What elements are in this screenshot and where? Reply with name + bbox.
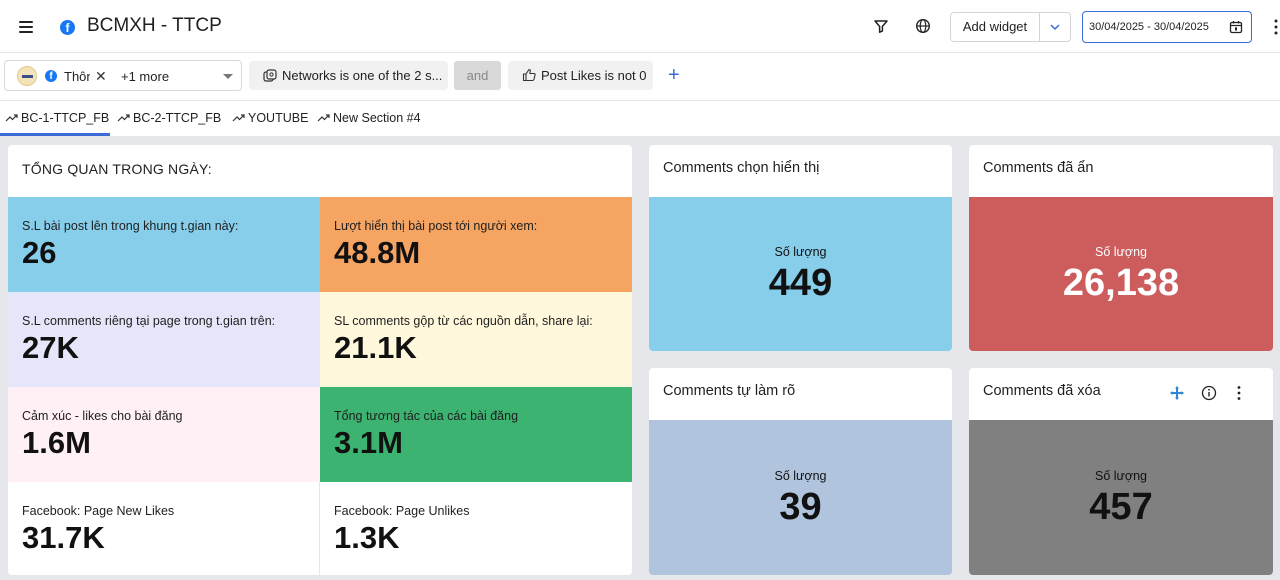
facebook-icon: f: [45, 70, 57, 82]
chevron-down-icon: [1050, 24, 1060, 31]
card-title: Comments tự làm rõ: [663, 383, 796, 399]
cell-label: S.L bài post lên trong khung t.gian này:: [22, 219, 239, 233]
post-likes-filter-chip[interactable]: Post Likes is not 0: [508, 61, 653, 90]
cell-label: Tổng tương tác của các bài đăng: [334, 409, 519, 423]
date-range-picker[interactable]: 30/04/2025 - 30/04/2025: [1082, 11, 1252, 43]
tab-bc-2-ttcp-fb[interactable]: BC-2-TTCP_FB: [117, 111, 221, 125]
card-title: Comments đã ẩn: [983, 160, 1094, 176]
add-filter-button[interactable]: +: [668, 64, 680, 86]
cell-value: 31.7K: [22, 520, 105, 555]
cell-label: Cảm xúc - likes cho bài đăng: [22, 409, 183, 423]
cell-value: 27K: [22, 330, 79, 365]
cell-value: 1.6M: [22, 425, 91, 460]
overview-cell: Facebook: Page Unlikes 1.3K: [320, 482, 632, 575]
and-operator[interactable]: and: [454, 61, 501, 90]
metric-area: Số lượng 39: [649, 420, 952, 575]
info-icon[interactable]: [1201, 385, 1217, 401]
cell-value: 21.1K: [334, 330, 417, 365]
networks-filter-chip[interactable]: Networks is one of the 2 s...: [249, 61, 448, 90]
tab-youtube[interactable]: YOUTUBE: [232, 111, 308, 125]
cell-label: S.L comments riêng tại page trong t.gian…: [22, 314, 276, 328]
metric-label: Số lượng: [1094, 469, 1147, 483]
metric-value: 39: [779, 486, 822, 528]
page-filter-select[interactable]: f Thôn ✕ +1 more: [4, 60, 242, 91]
trending-up-icon: [317, 114, 330, 122]
more-vert-icon[interactable]: [1272, 18, 1280, 36]
page-chip-label: Thôn: [64, 69, 90, 84]
page-avatar: [17, 66, 37, 86]
section-tabs: BC-1-TTCP_FB BC-2-TTCP_FB YOUTUBE New Se…: [0, 101, 1280, 136]
metric-value: 26,138: [1062, 262, 1180, 304]
calendar-icon: [1229, 21, 1243, 34]
metric-area: Số lượng 457: [969, 420, 1273, 575]
cell-label: Facebook: Page New Likes: [22, 504, 175, 518]
overview-cell: S.L comments riêng tại page trong t.gian…: [8, 292, 320, 387]
filter-bar: f Thôn ✕ +1 more Networks is one of the …: [0, 53, 1280, 101]
overview-widget: TỔNG QUAN TRONG NGÀY: S.L bài post lên t…: [8, 145, 632, 575]
trending-up-icon: [5, 114, 18, 122]
metric-area: Số lượng 449: [649, 197, 952, 351]
globe-icon[interactable]: [915, 18, 931, 34]
trending-up-icon: [232, 114, 245, 122]
metric-label: Số lượng: [774, 245, 827, 259]
top-header: f BCMXH - TTCP Add widget 30/04/2025 - 3…: [0, 0, 1280, 53]
close-icon[interactable]: ✕: [95, 68, 107, 84]
post-likes-filter-label: Post Likes is not 0: [541, 68, 647, 83]
cell-label: Lượt hiển thị bài post tới người xem:: [334, 219, 538, 233]
networks-icon: [263, 69, 277, 82]
tab-label: BC-1-TTCP_FB: [21, 111, 110, 125]
metric-label: Số lượng: [1094, 245, 1147, 259]
cell-value: 48.8M: [334, 235, 421, 270]
overview-title: TỔNG QUAN TRONG NGÀY:: [22, 161, 212, 177]
date-range-text: 30/04/2025 - 30/04/2025: [1089, 21, 1209, 33]
overview-cell: SL comments gộp từ các nguồn dẫn, share …: [320, 292, 632, 387]
metric-area: Số lượng 26,138: [969, 197, 1273, 351]
hamburger-menu-icon[interactable]: [19, 21, 33, 33]
add-widget-dropdown-button[interactable]: [1039, 12, 1071, 42]
metric-label: Số lượng: [774, 469, 827, 483]
tab-bc-1-ttcp-fb[interactable]: BC-1-TTCP_FB: [5, 111, 109, 125]
cell-label: Facebook: Page Unlikes: [334, 504, 470, 518]
page-title: BCMXH - TTCP: [87, 15, 222, 36]
trending-up-icon: [117, 114, 130, 122]
overview-cell: Cảm xúc - likes cho bài đăng 1.6M: [8, 387, 320, 482]
tab-label: YOUTUBE: [248, 111, 309, 125]
caret-down-icon[interactable]: [223, 74, 233, 79]
thumbs-up-icon: [522, 68, 536, 82]
add-widget-button[interactable]: Add widget: [950, 12, 1040, 42]
overview-cell: S.L bài post lên trong khung t.gian này:…: [8, 197, 320, 292]
tab-label: New Section #4: [333, 111, 421, 125]
cell-value: 3.1M: [334, 425, 403, 460]
more-vert-icon[interactable]: [1235, 385, 1243, 401]
networks-filter-label: Networks is one of the 2 s...: [282, 68, 443, 83]
cell-label: SL comments gộp từ các nguồn dẫn, share …: [334, 314, 593, 328]
active-tab-indicator: [0, 133, 110, 136]
metric-card-comments-hidden: Comments đã ẩn Số lượng 26,138: [969, 145, 1273, 351]
card-title: Comments đã xóa: [983, 383, 1101, 399]
overview-cell: Lượt hiển thị bài post tới người xem: 48…: [320, 197, 632, 292]
facebook-icon: f: [60, 20, 75, 35]
metric-card-comments-clarified: Comments tự làm rõ Số lượng 39: [649, 368, 952, 575]
metric-value: 457: [1089, 486, 1153, 528]
metric-value: 449: [768, 262, 833, 304]
filter-icon[interactable]: [873, 18, 889, 34]
metric-card-comments-deleted: Comments đã xóa Số lượng 457: [969, 368, 1273, 575]
cell-value: 26: [22, 235, 57, 270]
tab-label: BC-2-TTCP_FB: [133, 111, 222, 125]
cell-value: 1.3K: [334, 520, 400, 555]
card-title: Comments chọn hiển thị: [663, 160, 820, 176]
overview-cell: Tổng tương tác của các bài đăng 3.1M: [320, 387, 632, 482]
overview-cell: Facebook: Page New Likes 31.7K: [8, 482, 320, 575]
metric-card-comments-shown: Comments chọn hiển thị Số lượng 449: [649, 145, 952, 351]
more-count: +1 more: [121, 69, 170, 84]
tab-new-section-4[interactable]: New Section #4: [317, 111, 421, 125]
move-icon[interactable]: [1169, 385, 1185, 401]
